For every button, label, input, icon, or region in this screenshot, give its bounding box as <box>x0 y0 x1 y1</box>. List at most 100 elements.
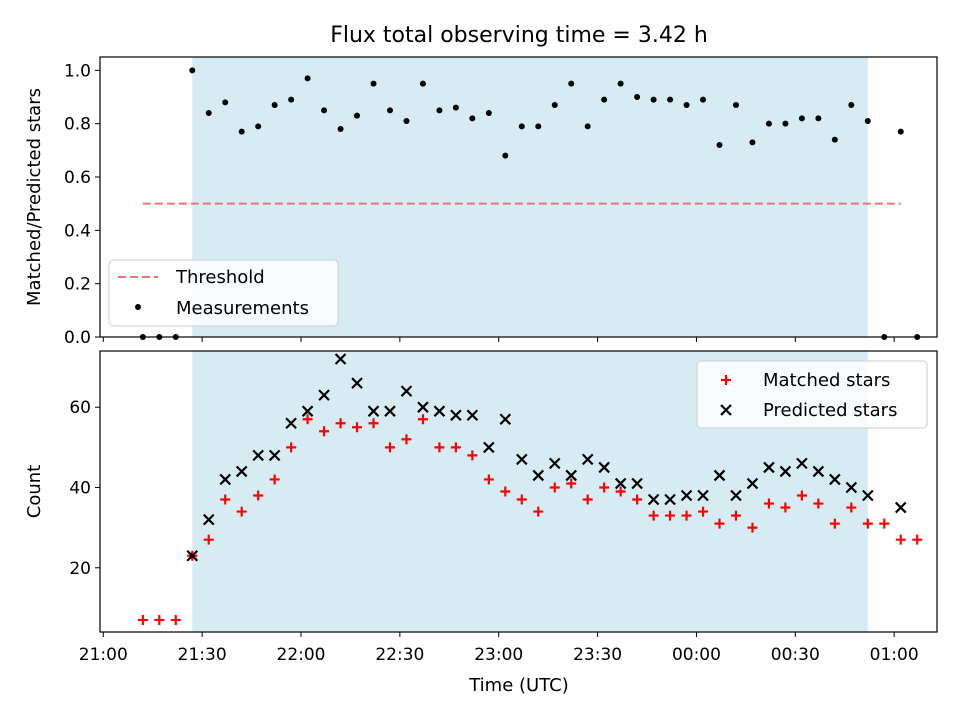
matched-star-point <box>203 534 214 545</box>
measurement-point <box>502 152 509 159</box>
matched-star-point <box>714 518 725 529</box>
x-tick-label: 23:00 <box>474 645 523 665</box>
measurement-point <box>304 75 311 82</box>
measurement-point <box>782 120 789 127</box>
legend-measurements-swatch <box>135 304 141 310</box>
predicted-star-point <box>581 453 594 466</box>
matched-star-point <box>154 614 165 625</box>
measurement-point <box>354 112 361 119</box>
predicted-star-point <box>367 405 380 417</box>
predicted-star-point <box>746 477 759 490</box>
matched-star-point <box>829 518 840 529</box>
matched-star-point <box>516 494 527 505</box>
y-axis-label: Matched/Predicted stars <box>24 88 45 306</box>
predicted-star-point <box>763 461 775 474</box>
predicted-star-point <box>796 457 808 470</box>
y-tick-label: 1.0 <box>64 61 91 81</box>
measurement-point <box>897 128 904 135</box>
predicted-star-point <box>631 477 643 490</box>
matched-star-point <box>763 498 774 509</box>
measurement-point <box>864 118 871 124</box>
matched-star-point <box>401 434 412 445</box>
predicted-star-point <box>614 477 627 490</box>
measurement-point <box>667 96 674 103</box>
measurement-point <box>683 102 690 108</box>
matched-star-point <box>220 494 231 505</box>
measurement-point <box>765 120 772 127</box>
predicted-star-point <box>845 481 858 494</box>
matched-star-point <box>879 518 890 529</box>
matched-star-point <box>780 502 791 513</box>
matched-star-point <box>319 426 330 437</box>
matched-star-point <box>912 534 923 545</box>
x-axis-label: Time (UTC) <box>468 675 569 696</box>
measurement-point <box>831 136 838 143</box>
matched-star-point <box>582 494 593 505</box>
measurement-point <box>370 80 377 87</box>
measurement-point <box>601 96 608 103</box>
predicted-star-point <box>680 489 693 502</box>
predicted-star-point <box>647 493 660 506</box>
matched-star-point <box>615 486 626 497</box>
matched-star-point <box>665 510 676 521</box>
predicted-star-point <box>483 441 495 454</box>
matched-star-point <box>681 510 692 521</box>
predicted-star-point <box>664 493 676 506</box>
legend: Matched stars Predicted stars <box>696 360 928 429</box>
x-tick-label: 00:00 <box>672 645 721 665</box>
measurement-point <box>584 123 591 130</box>
predicted-star-point <box>384 405 396 417</box>
measurement-point <box>222 99 229 106</box>
y-tick-label: 0.8 <box>64 115 91 135</box>
predicted-star-point <box>548 457 561 470</box>
measurement-point <box>617 80 624 87</box>
top-panel: 0.0 0.2 0.4 0.6 0.8 1.0 Matched/Predicted star… <box>24 56 938 348</box>
y-tick-label: 40 <box>69 478 91 498</box>
matched-star-point <box>895 534 906 545</box>
measurement-point <box>238 128 245 135</box>
y-tick-label: 0.2 <box>64 275 91 295</box>
measurement-point <box>700 96 707 103</box>
x-tick-label: 00:30 <box>771 645 820 665</box>
matched-star-point <box>796 490 807 501</box>
matched-star-point <box>384 442 395 453</box>
legend-threshold-label: Threshold <box>175 267 265 288</box>
predicted-star-point <box>466 409 479 422</box>
matched-star-point <box>730 510 741 521</box>
predicted-star-point <box>400 385 413 397</box>
predicted-star-point <box>713 469 726 482</box>
axes-frame <box>99 56 938 338</box>
measurement-point <box>485 110 492 116</box>
matched-star-point <box>286 442 297 453</box>
measurement-point <box>551 102 558 108</box>
measurement-point <box>452 104 459 111</box>
predicted-star-point <box>268 449 281 462</box>
x-tick-label: 21:00 <box>79 645 128 665</box>
x-tick-label: 01:00 <box>870 645 919 665</box>
legend-matched-swatch <box>721 375 731 385</box>
predicted-star-point <box>730 489 742 502</box>
matched-star-point <box>417 414 428 425</box>
predicted-star-point <box>318 389 330 401</box>
matched-star-point <box>483 474 494 485</box>
matched-star-point <box>862 518 873 529</box>
matched-star-point <box>632 494 643 505</box>
measurement-point <box>568 80 575 87</box>
legend: Threshold Measurements <box>108 259 339 327</box>
predicted-star-point <box>532 469 545 482</box>
predicted-star-point <box>697 489 709 502</box>
predicted-star-point <box>285 417 297 430</box>
matched-star-point <box>747 522 758 533</box>
matched-star-point <box>137 614 148 625</box>
x-tick-label: 22:30 <box>375 645 424 665</box>
matched-star-point <box>434 442 445 453</box>
measurement-point <box>535 123 542 130</box>
predicted-star-point <box>812 465 825 478</box>
matched-star-point <box>549 482 560 493</box>
x-tick-label: 23:30 <box>573 645 622 665</box>
predicted-star-point <box>186 549 199 562</box>
measurement-point <box>436 107 443 114</box>
matched-star-point <box>599 482 610 493</box>
measurement-point <box>518 123 525 130</box>
predicted-star-point <box>334 353 347 365</box>
